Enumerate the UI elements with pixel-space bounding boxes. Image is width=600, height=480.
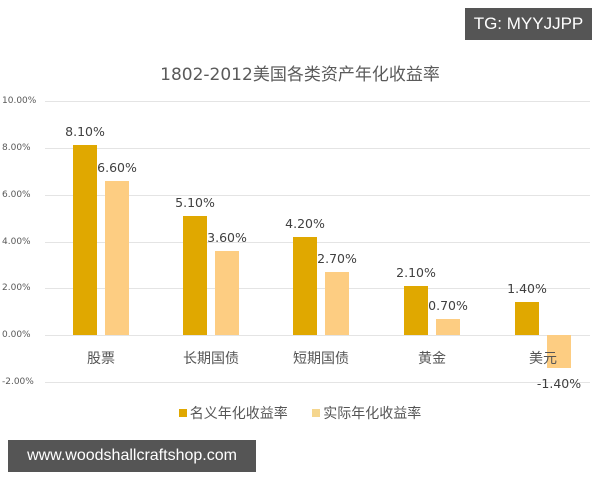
chart-title: 1802-2012美国各类资产年化收益率 xyxy=(160,65,440,85)
legend-label-real: 实际年化收益率 xyxy=(323,406,422,422)
data-label: 6.60% xyxy=(97,159,137,175)
bar-real xyxy=(436,318,460,336)
bar-nominal xyxy=(515,302,539,336)
legend-item-real: 实际年化收益率 xyxy=(312,403,421,423)
watermark-tg-badge: TG: MYYJJPP xyxy=(465,8,592,40)
bar-nominal xyxy=(73,145,97,336)
legend: 名义年化收益率 实际年化收益率 xyxy=(0,403,600,423)
gridline xyxy=(45,288,590,290)
gridline xyxy=(45,382,590,383)
gridline xyxy=(45,241,590,243)
gridline xyxy=(45,194,590,196)
data-label: 5.10% xyxy=(175,194,215,210)
bar-real xyxy=(105,180,129,336)
data-label: 8.10% xyxy=(65,124,105,140)
x-category-label: 短期国债 xyxy=(293,351,349,368)
data-label: 2.70% xyxy=(317,250,357,266)
legend-label-nominal: 名义年化收益率 xyxy=(189,406,288,422)
gridline xyxy=(45,101,590,102)
data-label: 4.20% xyxy=(285,215,325,231)
x-category-label: 美元 xyxy=(529,351,557,368)
y-tick-label: 2.00% xyxy=(2,283,31,294)
bar-nominal xyxy=(183,215,207,336)
bar-nominal xyxy=(404,285,428,336)
data-label: -1.40% xyxy=(536,375,582,391)
legend-swatch-real-icon xyxy=(312,409,321,417)
data-label: 3.60% xyxy=(207,229,247,245)
y-tick-label: 8.00% xyxy=(2,142,31,153)
data-label: 2.10% xyxy=(396,264,436,280)
bar-nominal xyxy=(293,236,317,336)
legend-swatch-nominal-icon xyxy=(178,409,187,417)
y-tick-label: 6.00% xyxy=(2,189,31,200)
y-tick-label: 10.00% xyxy=(2,96,37,106)
data-label: 0.70% xyxy=(428,297,468,313)
data-label: 1.40% xyxy=(507,281,547,297)
legend-item-nominal: 名义年化收益率 xyxy=(178,403,288,423)
watermark-url-badge: www.woodshallcraftshop.com xyxy=(8,440,256,472)
bar-real xyxy=(547,335,571,368)
x-category-label: 黄金 xyxy=(418,351,446,368)
y-tick-label: 0.00% xyxy=(2,330,31,341)
bar-real xyxy=(215,250,239,336)
x-category-label: 长期国债 xyxy=(183,351,239,368)
bar-real xyxy=(325,271,349,336)
gridline xyxy=(45,335,590,337)
x-category-label: 股票 xyxy=(87,351,115,368)
y-tick-label: 4.00% xyxy=(2,236,31,247)
gridline xyxy=(45,147,590,149)
y-tick-label: -2.00% xyxy=(2,377,34,387)
